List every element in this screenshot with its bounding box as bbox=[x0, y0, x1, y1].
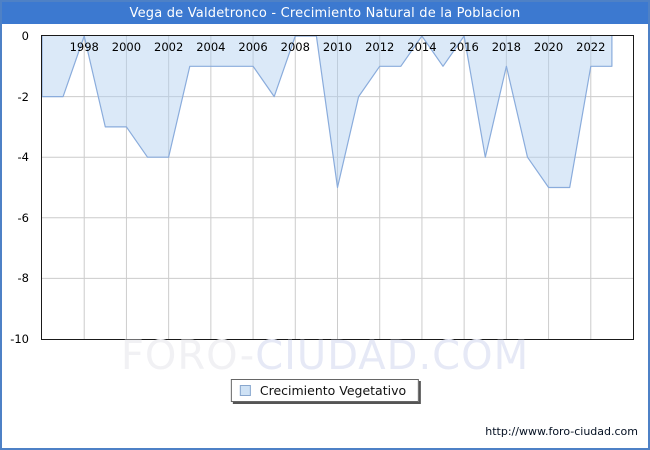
y-tick-label: -8 bbox=[17, 271, 29, 286]
legend-swatch bbox=[239, 385, 251, 396]
footer-url: http://www.foro-ciudad.com bbox=[485, 425, 638, 438]
y-tick-label: -6 bbox=[17, 210, 29, 225]
series-line bbox=[42, 36, 613, 189]
legend-label: Crecimiento Vegetativo bbox=[259, 383, 407, 398]
legend: Crecimiento Vegetativo bbox=[230, 379, 420, 402]
title-bar: Vega de Valdetronco - Crecimiento Natura… bbox=[2, 2, 648, 24]
plot-area: 1998 2000 2002 2004 2006 2008 2010 2012 2014 2016… bbox=[41, 35, 634, 340]
y-tick-label: -2 bbox=[17, 89, 29, 104]
y-tick-label: -10 bbox=[10, 332, 29, 346]
y-tick-label: 0 bbox=[21, 29, 29, 43]
y-axis-labels: 0 -2 -4 -6 -8 -10 bbox=[2, 2, 33, 448]
plot-svg bbox=[42, 36, 633, 339]
chart-title: Vega de Valdetronco - Crecimiento Natura… bbox=[129, 6, 521, 21]
y-tick-label: -4 bbox=[17, 150, 29, 165]
